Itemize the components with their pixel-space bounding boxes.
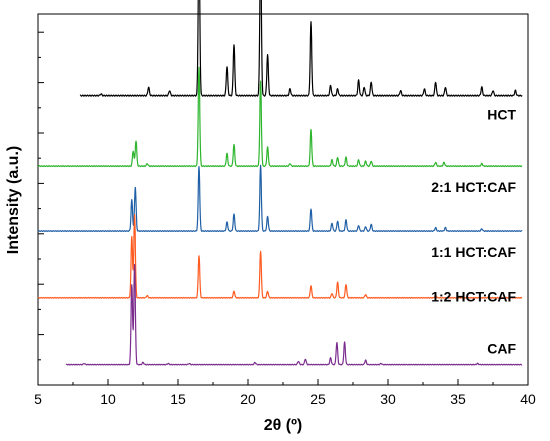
x-tick-label: 10 xyxy=(100,391,116,407)
x-axis-title: 2θ (º) xyxy=(264,417,303,434)
x-tick-label: 5 xyxy=(34,391,42,407)
trace-1-1-hct-caf xyxy=(37,164,523,232)
x-axis: 5 10 15 20 25 30 35 40 xyxy=(34,379,536,407)
series-label: 2:1 HCT:CAF xyxy=(431,179,516,195)
trace-2-1-hct-caf xyxy=(37,66,523,168)
x-tick-label: 30 xyxy=(380,391,396,407)
x-tick-label: 35 xyxy=(450,391,466,407)
series-labels: HCT 2:1 HCT:CAF 1:1 HCT:CAF 1:2 HCT:CAF CAF xyxy=(431,107,516,357)
series-label: 1:1 HCT:CAF xyxy=(431,244,516,260)
x-tick-label: 15 xyxy=(170,391,186,407)
series-label: CAF xyxy=(487,340,516,356)
trace-caf xyxy=(65,263,523,366)
y-axis xyxy=(38,31,44,361)
series-label: HCT xyxy=(487,107,516,123)
y-axis-title: Intensity (a.u.) xyxy=(5,146,22,254)
plot-frame xyxy=(37,13,529,386)
x-tick-label: 40 xyxy=(520,391,536,407)
x-tick-label: 25 xyxy=(310,391,326,407)
series-label: 1:2 HCT:CAF xyxy=(431,289,516,305)
x-tick-label: 20 xyxy=(240,391,256,407)
diffraction-traces xyxy=(37,0,523,366)
trace-hct xyxy=(79,0,523,97)
trace-1-2-hct-caf xyxy=(37,214,523,299)
